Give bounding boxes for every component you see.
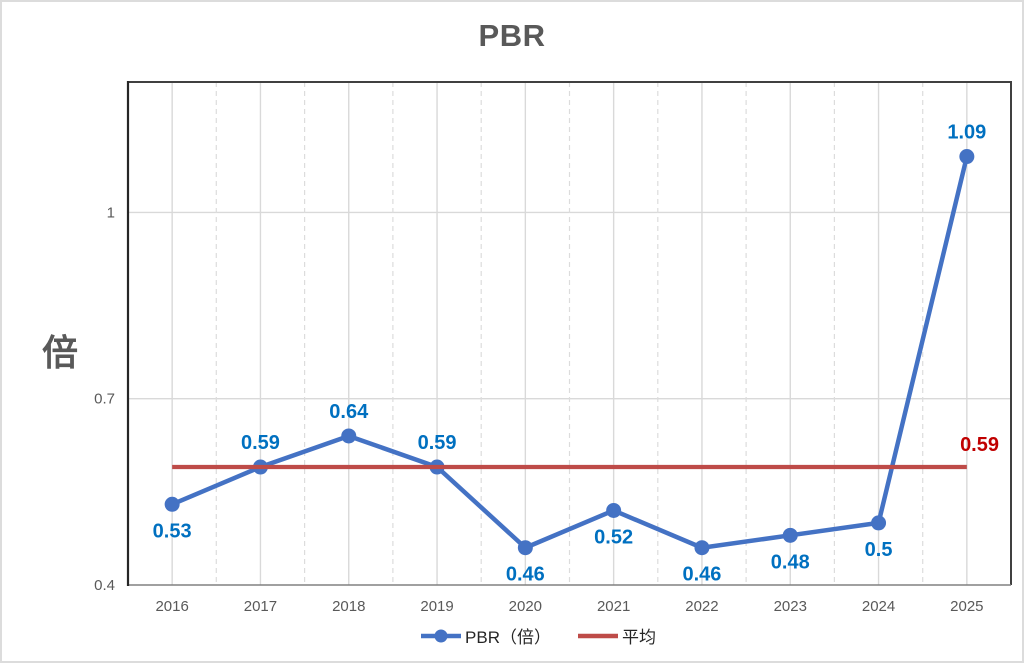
x-tick-label-2023: 2023 — [774, 598, 807, 615]
x-tick-label-2019: 2019 — [420, 598, 453, 615]
data-label-2016: 0.53 — [153, 520, 192, 542]
data-point-2022 — [694, 540, 710, 556]
legend-item-pbr: PBR（倍） — [420, 623, 551, 648]
average-value-label: 0.59 — [960, 434, 999, 456]
data-label-2021: 0.52 — [594, 526, 633, 548]
x-tick-label-2024: 2024 — [862, 598, 895, 615]
pbr-series-line — [169, 154, 970, 550]
y-axis-title: 倍 — [42, 332, 79, 373]
legend: PBR（倍） 平均 — [28, 623, 1022, 648]
chart-title: PBR — [478, 18, 546, 53]
data-label-2018: 0.64 — [329, 401, 369, 423]
data-label-2024: 0.5 — [865, 539, 893, 561]
y-tick-label-0.7: 0.7 — [94, 391, 115, 408]
data-label-2020: 0.46 — [506, 564, 545, 586]
x-tick-label-2025: 2025 — [950, 598, 983, 615]
data-point-2025 — [959, 149, 975, 165]
line-marker-swatch-icon — [421, 629, 462, 642]
data-point-2018 — [341, 428, 357, 444]
line-swatch-icon — [577, 633, 618, 638]
legend-label-average: 平均 — [621, 628, 656, 647]
y-tick-label-1: 1 — [107, 204, 115, 221]
data-label-2022: 0.46 — [682, 564, 721, 586]
data-point-2021 — [606, 502, 622, 518]
data-label-2023: 0.48 — [771, 551, 810, 573]
legend-pbr-marker — [434, 629, 448, 642]
legend-label-pbr: PBR（倍） — [465, 628, 551, 647]
data-point-2016 — [164, 496, 180, 512]
data-point-2020 — [517, 540, 533, 556]
y-tick-label-0.4: 0.4 — [94, 577, 115, 594]
x-tick-label-2016: 2016 — [155, 598, 188, 615]
x-tick-label-2021: 2021 — [597, 598, 630, 615]
data-label-2017: 0.59 — [241, 432, 280, 454]
data-label-2025: 1.09 — [947, 122, 986, 144]
data-point-2023 — [782, 527, 798, 543]
x-tick-label-2022: 2022 — [685, 598, 718, 615]
data-label-2019: 0.59 — [418, 432, 457, 454]
legend-item-average: 平均 — [577, 623, 656, 648]
data-point-2024 — [871, 515, 887, 531]
x-tick-label-2020: 2020 — [509, 598, 542, 615]
x-tick-label-2017: 2017 — [244, 598, 277, 615]
x-tick-label-2018: 2018 — [332, 598, 365, 615]
